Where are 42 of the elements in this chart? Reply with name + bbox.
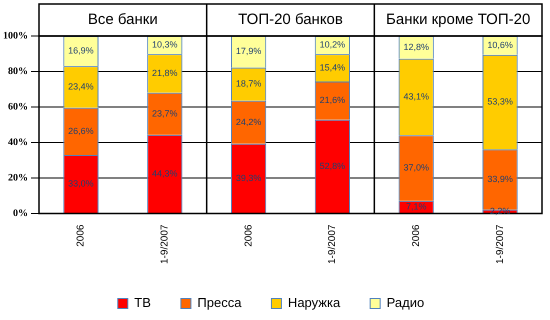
data-label: 17,9% bbox=[236, 46, 262, 56]
text: ТОП-20 банков bbox=[238, 11, 343, 28]
data-label: 7,1% bbox=[406, 201, 427, 212]
data-label: 33,9% bbox=[487, 174, 513, 184]
data-label: 23,4% bbox=[68, 81, 94, 92]
data-label: 52,8% bbox=[320, 160, 346, 171]
y-tick-label: 100% bbox=[3, 30, 28, 42]
data-label: 16,9% bbox=[68, 46, 94, 56]
data-label: 10,3% bbox=[152, 39, 178, 50]
x-tick-label: 1-9/2007 bbox=[494, 224, 506, 264]
x-tick-label: 1-9/2007 bbox=[160, 224, 170, 264]
text: Банки кроме ТОП-20 bbox=[386, 11, 530, 28]
data-label: 15,4% bbox=[320, 62, 346, 72]
data-label: 33,0% bbox=[68, 178, 94, 188]
x-tick-label: 2006 bbox=[411, 224, 422, 247]
y-tick-label: 0% bbox=[13, 208, 28, 220]
data-label: 26,6% bbox=[68, 126, 94, 136]
data-label: 21,6% bbox=[320, 95, 346, 106]
x-tick-label: 2006 bbox=[243, 224, 254, 247]
data-label: 53,3% bbox=[487, 96, 513, 107]
data-label: 24,2% bbox=[236, 116, 262, 127]
data-label: 37,0% bbox=[403, 162, 430, 173]
data-label: 18,7% bbox=[236, 78, 262, 89]
x-tick-label: 2006 bbox=[76, 224, 87, 247]
text: Все банки bbox=[88, 11, 158, 28]
data-label: 10,6% bbox=[487, 40, 513, 50]
data-label: 23,7% bbox=[152, 108, 178, 118]
data-label: 44,3% bbox=[152, 168, 178, 178]
legend-label: Наружка bbox=[288, 295, 341, 310]
data-label: 21,8% bbox=[152, 68, 178, 78]
data-label: 12,8% bbox=[403, 42, 430, 52]
legend-label: ТВ bbox=[134, 295, 151, 310]
legend-label: Радио bbox=[386, 295, 424, 310]
y-tick-label: 20% bbox=[8, 172, 28, 184]
x-tick-label: 1-9/2007 bbox=[327, 224, 338, 264]
data-label: 10,2% bbox=[320, 40, 346, 50]
y-tick-label: 40% bbox=[8, 137, 28, 148]
legend-label: Пресса bbox=[197, 295, 242, 310]
data-label: 39,3% bbox=[236, 172, 262, 183]
y-tick-label: 80% bbox=[8, 66, 28, 78]
data-label: 43,1% bbox=[403, 91, 430, 102]
y-tick-label: 60% bbox=[8, 102, 28, 113]
